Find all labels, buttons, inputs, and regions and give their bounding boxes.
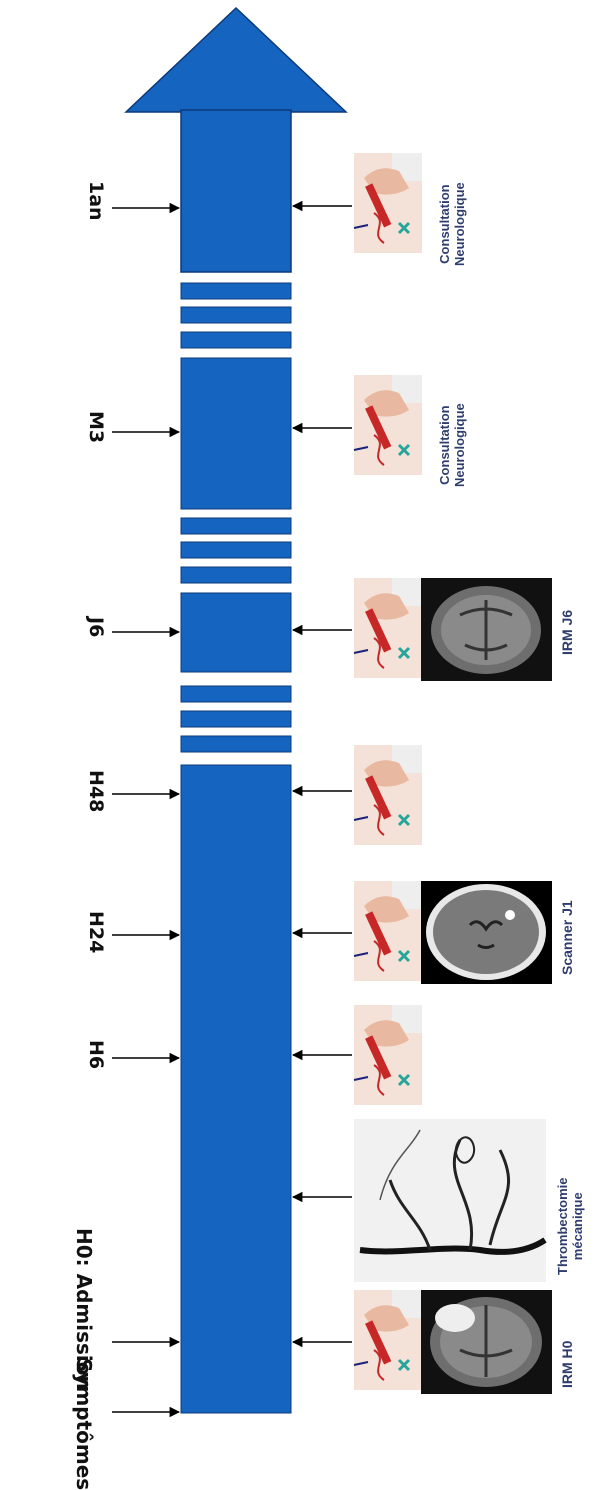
blood-draw-photo [352, 743, 424, 847]
angiography-image [354, 1119, 547, 1282]
timepoint-arrows [112, 202, 181, 1418]
event-caption: Consultation Neurologique [437, 182, 467, 266]
event-caption: IRM J6 [559, 609, 575, 655]
timeline-arrow [124, 6, 348, 1414]
gap-stripe [180, 710, 292, 728]
mri-brain-scan [421, 1290, 552, 1394]
gap-stripe [180, 517, 292, 535]
gap-stripe [180, 306, 292, 324]
mri-brain-scan [421, 578, 552, 681]
gap-stripe [180, 541, 292, 559]
gap-stripe [180, 735, 292, 753]
timepoint-label: 1an [85, 181, 107, 221]
timepoint-label: H48 [85, 770, 107, 813]
timepoint-label: H6 [85, 1040, 107, 1070]
arrow-shaft-top [180, 109, 292, 273]
blood-draw-photo [352, 576, 424, 680]
gap-stripe [180, 566, 292, 584]
blood-draw-photo [352, 1003, 424, 1107]
timepoint-label: J6 [85, 617, 107, 638]
blood-draw-photo [352, 879, 424, 983]
blood-draw-photo [352, 373, 424, 477]
timeline-segment [180, 764, 292, 1414]
timepoint-label: M3 [85, 411, 107, 444]
timepoint-label: Symptômes [72, 1358, 96, 1490]
gap-stripe [180, 282, 292, 300]
event-arrows [291, 200, 352, 1348]
event-caption: Consultation Neurologique [437, 403, 467, 487]
gap-stripe [180, 685, 292, 703]
blood-draw-photo [352, 151, 424, 255]
gap-stripe [180, 331, 292, 349]
event-caption: Thrombectomie mécanique [555, 1177, 585, 1275]
arrow-head [124, 6, 348, 113]
blood-draw-photo [352, 1288, 424, 1392]
event-caption: Scanner J1 [559, 900, 575, 975]
timeline-segment [180, 357, 292, 510]
event-images [352, 151, 552, 1394]
timepoint-label: H24 [85, 911, 107, 954]
event-caption: IRM H0 [559, 1340, 575, 1388]
timeline-segment [180, 592, 292, 673]
ct-brain-scan [421, 881, 552, 984]
